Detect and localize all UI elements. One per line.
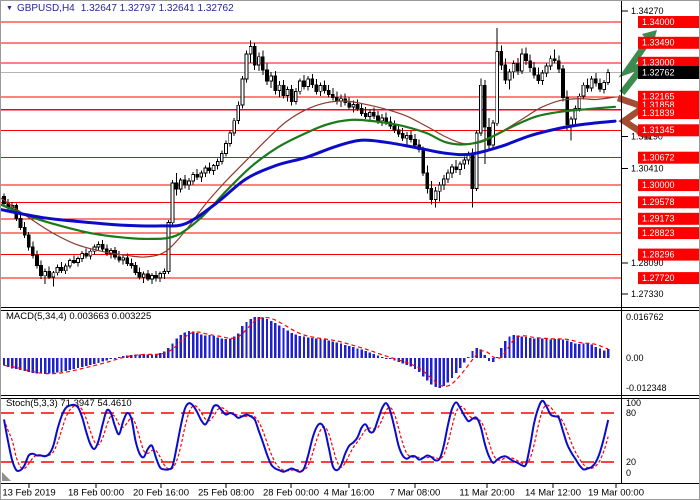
price-level-label: 1.29173 <box>642 214 675 224</box>
price-axis-tick-label: 1.27330 <box>631 289 664 299</box>
ma-slow-blue[interactable] <box>1 119 617 228</box>
price-axis-tick-label: 1.30410 <box>631 163 664 173</box>
price-level-label-box <box>638 196 699 209</box>
level-lines <box>1 21 621 279</box>
time-axis-label: 25 Feb 08:00 <box>198 488 254 499</box>
price-axis-tick-label: 1.31190 <box>631 131 663 141</box>
stoch-axis-label: 20 <box>626 457 636 467</box>
time-axis-label: 13 Feb 2019 <box>2 488 55 499</box>
time-axis-label: 14 Mar 12:00 <box>525 488 581 499</box>
macd-signal-line <box>3 316 609 388</box>
price-level-label: 1.34000 <box>642 17 675 27</box>
price-level-label: 1.29578 <box>642 197 675 207</box>
price-level-label: 1.30000 <box>642 180 675 190</box>
price-level-label: 1.33000 <box>642 58 675 68</box>
chart-title-bar: ▼ GBPUSD,H4 1.32647 1.32797 1.32641 1.3276… <box>6 3 234 14</box>
chart-title-symbol: GBPUSD,H4 <box>16 3 75 14</box>
time-axis-label: 20 Feb 16:00 <box>133 488 189 499</box>
time-axis-label: 18 Feb 00:00 <box>68 488 124 499</box>
macd-indicator-label: MACD(5,34,4) 0.003663 0.003225 <box>6 311 152 322</box>
price-level-label-box <box>638 212 699 225</box>
macd-histogram <box>2 316 610 389</box>
price-level-label: 1.32165 <box>642 92 675 102</box>
price-level-label: 1.28296 <box>642 249 675 259</box>
price-level-label: 1.28823 <box>642 228 675 238</box>
price-level-label: 1.27720 <box>642 273 675 283</box>
price-level-label-box <box>638 16 699 28</box>
stoch-axis-label: 80 <box>626 408 636 418</box>
price-level-label: 1.33490 <box>642 38 675 48</box>
time-axis-label: 19 Mar 00:00 <box>588 488 644 499</box>
price-level-label-box <box>638 36 699 49</box>
price-axis-tick-label: 1.34270 <box>631 6 664 16</box>
price-axis[interactable]: 1.34270 1.31190 1.30410 1.28090 1.27330 1.340… <box>621 1 700 483</box>
macd-axis-label: 0.016762 <box>626 312 664 322</box>
panel-resize-grip[interactable] <box>2 472 11 481</box>
price-level-label-box <box>638 151 699 164</box>
time-axis[interactable]: 13 Feb 2019 18 Feb 00:00 20 Feb 16:00 25 Fe… <box>2 484 644 499</box>
price-level-label: 1.30672 <box>642 153 675 163</box>
price-level-label-box <box>638 248 699 261</box>
current-price-label-box <box>638 66 699 79</box>
price-level-label-box <box>638 56 699 69</box>
price-level-label: 1.31345 <box>642 125 675 135</box>
price-level-label-box <box>638 272 699 285</box>
stoch-signal-line <box>3 404 609 472</box>
main-chart-panel[interactable] <box>1 21 621 287</box>
ma-fast-darkred[interactable] <box>1 96 616 258</box>
macd-axis-label: 0.00 <box>626 353 644 363</box>
price-axis-tick-label: 1.28090 <box>631 258 664 268</box>
stoch-main-line <box>3 399 610 473</box>
price-level-label-box <box>638 124 699 137</box>
stoch-axis-label: 0 <box>626 468 631 478</box>
price-level-label: 1.31858 <box>642 100 675 110</box>
time-axis-label: 4 Mar 16:00 <box>324 488 375 499</box>
macd-axis-label: -0.012348 <box>626 383 667 393</box>
price-level-label-box <box>638 227 699 240</box>
macd-panel[interactable]: 0.016762 0.00 -0.012348 <box>2 312 667 393</box>
symbol-dropdown-icon[interactable]: ▼ <box>6 5 13 12</box>
time-axis-label: 7 Mar 08:00 <box>390 488 441 499</box>
chart-title-ohlc: 1.32647 1.32797 1.32641 1.32762 <box>80 3 234 14</box>
time-axis-label: 28 Feb 00:00 <box>263 488 319 499</box>
price-level-label-box <box>638 107 699 120</box>
panel-borders <box>1 307 699 484</box>
time-axis-label: 11 Mar 20:00 <box>459 488 514 499</box>
price-level-label: 1.31839 <box>642 108 675 118</box>
price-level-label-box <box>638 179 699 192</box>
stoch-indicator-label: Stoch(5,3,3) 71.3947 54.4610 <box>6 398 132 409</box>
stoch-axis-label: 100 <box>626 398 641 408</box>
current-price-label: 1.32762 <box>642 67 675 77</box>
ma-mid-green[interactable] <box>1 105 617 241</box>
